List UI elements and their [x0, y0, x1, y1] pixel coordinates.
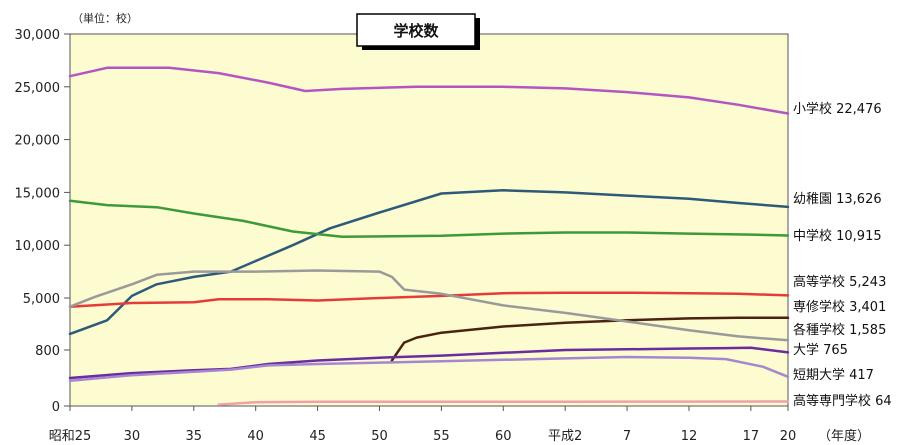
series-line — [68, 189, 790, 336]
plot-area — [69, 33, 789, 407]
series-line — [68, 291, 790, 308]
series-line — [68, 355, 790, 383]
x-tick-label: 50 — [371, 429, 388, 444]
x-tick-label: 20 — [780, 429, 797, 444]
x-tick-label: 12 — [681, 429, 698, 444]
series-label: 短期大学 417 — [793, 367, 874, 383]
x-tick-label: 30 — [124, 429, 141, 444]
x-axis-unit: （年度） — [818, 428, 870, 444]
x-tick-label: 40 — [247, 429, 264, 444]
x-tick-label: 17 — [743, 429, 760, 444]
y-tick-label: 25,000 — [15, 81, 61, 96]
y-tick-label: 0 — [52, 400, 60, 415]
unit-label: （単位：校） — [72, 11, 138, 25]
series-label: 専修学校 3,401 — [793, 299, 886, 315]
y-tick-label: 800 — [35, 344, 60, 359]
series-label: 各種学校 1,585 — [793, 322, 886, 338]
series-line — [68, 199, 790, 239]
series-labels: 小学校 22,476 幼稚園 13,626 中学校 10,915 高等学校 5,243… — [793, 101, 892, 409]
series-label: 大学 765 — [793, 342, 848, 358]
chart-title-box: 学校数 — [356, 13, 480, 50]
series-line — [68, 269, 790, 342]
x-tick-label: 60 — [495, 429, 512, 444]
y-tick-label: 10,000 — [15, 239, 61, 254]
series-label: 小学校 22,476 — [793, 101, 882, 117]
series-line — [68, 66, 790, 115]
y-axis: 30,000 25,000 20,000 15,000 10,000 5,000 800 0 — [15, 28, 70, 415]
x-tick-label: 35 — [186, 429, 203, 444]
y-tick-label: 15,000 — [15, 186, 61, 201]
x-tick-label: 55 — [433, 429, 450, 444]
x-tick-label: 45 — [309, 429, 326, 444]
series-lines — [68, 66, 790, 406]
x-axis: 昭和25 30 35 40 45 50 55 60 平成2 7 12 17 20 — [49, 406, 797, 444]
series-label: 高等学校 5,243 — [793, 274, 886, 290]
series-label: 高等専門学校 64 — [793, 393, 892, 409]
x-tick-label: 7 — [623, 429, 631, 444]
series-label: 幼稚園 13,626 — [793, 192, 882, 207]
x-tick-label: 平成2 — [548, 429, 582, 444]
chart-title: 学校数 — [393, 22, 439, 40]
series-line — [390, 316, 790, 362]
x-tick-label: 昭和25 — [49, 429, 92, 444]
series-label: 中学校 10,915 — [793, 228, 882, 244]
y-tick-label: 30,000 — [15, 28, 61, 43]
y-tick-label: 20,000 — [15, 134, 61, 149]
y-tick-label: 5,000 — [23, 292, 60, 307]
series-line — [217, 400, 790, 406]
